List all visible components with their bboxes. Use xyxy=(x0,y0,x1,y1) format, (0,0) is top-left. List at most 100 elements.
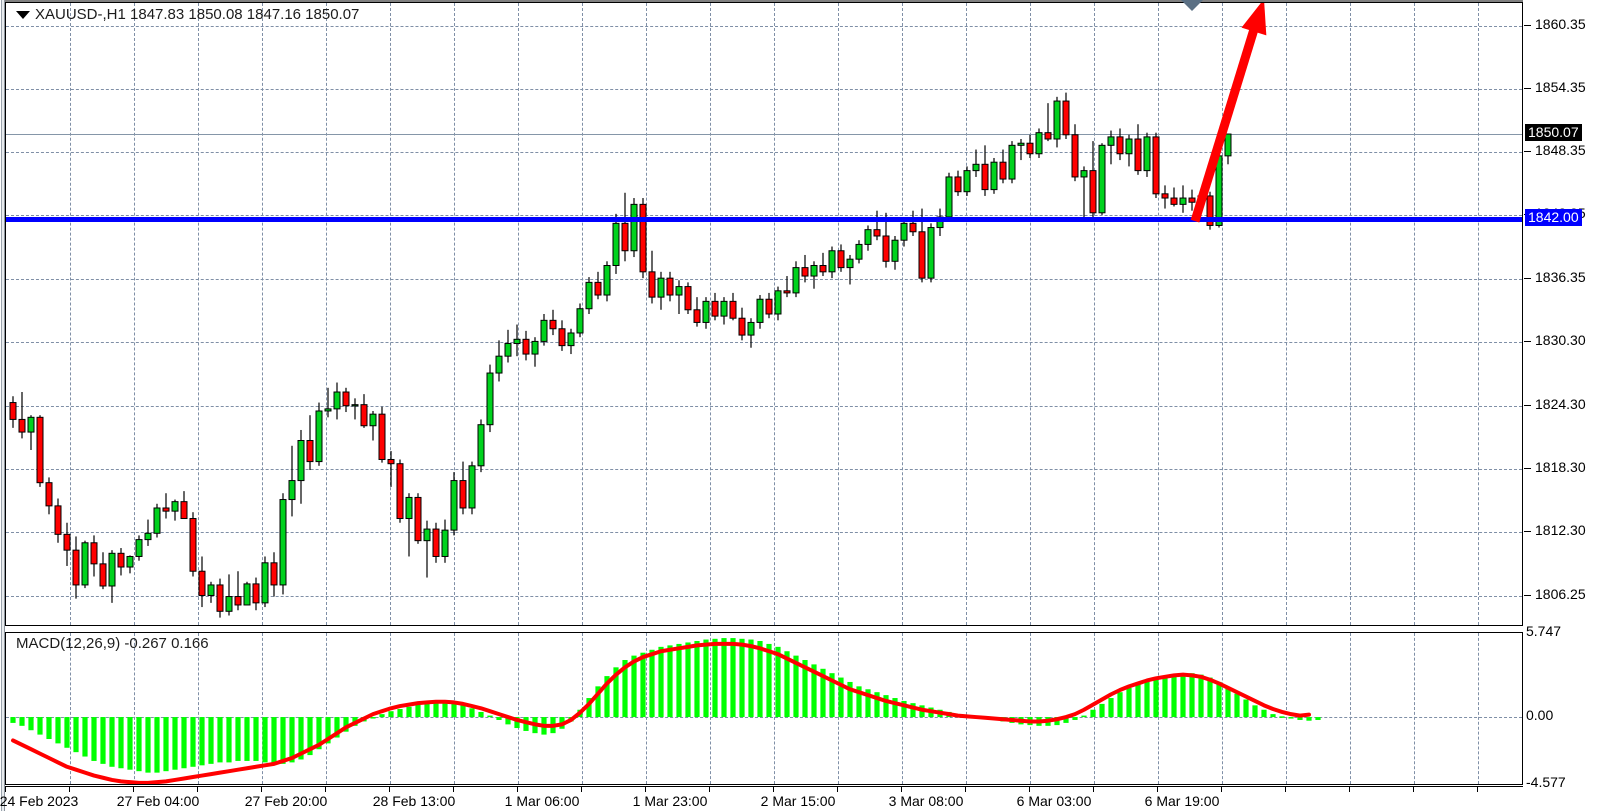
time-tick-mark xyxy=(1157,786,1158,792)
time-tick-mark xyxy=(5,786,6,792)
grid-line-horizontal xyxy=(6,468,1522,470)
time-tick-mark xyxy=(1093,786,1094,792)
macd-panel[interactable]: MACD(12,26,9) -0.267 0.166 xyxy=(5,632,1523,785)
grid-line-vertical xyxy=(966,3,967,625)
grid-line-vertical xyxy=(1414,3,1415,625)
grid-line-vertical xyxy=(966,633,967,784)
grid-line-vertical xyxy=(774,633,775,784)
price-plot-area[interactable] xyxy=(6,3,1522,625)
grid-line-vertical xyxy=(1030,633,1031,784)
grid-line-vertical xyxy=(198,633,199,784)
price-tick-mark xyxy=(1524,404,1531,406)
grid-line-vertical xyxy=(518,633,519,784)
grid-line-vertical xyxy=(1094,3,1095,625)
price-tick-mark xyxy=(1524,277,1531,279)
grid-line-horizontal xyxy=(6,215,1522,217)
grid-line-vertical xyxy=(838,3,839,625)
price-tick-label: 1860.35 xyxy=(1535,15,1586,32)
time-tick-mark xyxy=(133,786,134,792)
price-tick-mark xyxy=(1524,24,1531,26)
price-tick-mark xyxy=(1524,87,1531,89)
grid-line-vertical xyxy=(1222,3,1223,625)
time-tick-mark xyxy=(965,786,966,792)
level-price-badge[interactable]: 1842.00 xyxy=(1525,209,1582,227)
macd-tick-label: 0.00 xyxy=(1526,707,1554,724)
time-tick-label: 3 Mar 08:00 xyxy=(888,793,964,809)
grid-line-horizontal xyxy=(6,152,1522,154)
grid-line-vertical xyxy=(70,633,71,784)
time-tick-mark xyxy=(581,786,582,792)
grid-line-horizontal xyxy=(6,342,1522,344)
grid-line-vertical xyxy=(1478,3,1479,625)
grid-line-vertical xyxy=(134,3,135,625)
price-tick-label: 1848.35 xyxy=(1535,142,1586,159)
candlestick-series xyxy=(9,92,1232,618)
macd-tick-label: -4.577 xyxy=(1526,774,1566,790)
price-panel[interactable]: XAUUSD-,H1 1847.83 1850.08 1847.16 1850.… xyxy=(5,2,1523,626)
time-axis[interactable]: 24 Feb 2023 27 Feb 04:00 27 Feb 20:00 28 Fe… xyxy=(0,786,1523,810)
time-tick-mark xyxy=(1477,786,1478,792)
time-tick-mark xyxy=(517,786,518,792)
grid-line-horizontal xyxy=(6,532,1522,534)
grid-line-horizontal xyxy=(6,25,1522,27)
macd-series xyxy=(10,638,1321,784)
grid-line-vertical xyxy=(710,3,711,625)
time-tick-mark xyxy=(69,786,70,792)
time-tick-mark xyxy=(709,786,710,792)
time-tick-label: 2 Mar 15:00 xyxy=(760,793,836,809)
time-tick-mark xyxy=(1221,786,1222,792)
chart-shift-marker-icon[interactable] xyxy=(1181,0,1203,11)
grid-line-vertical xyxy=(646,3,647,625)
grid-line-vertical xyxy=(262,3,263,625)
price-tick-label: 1854.35 xyxy=(1535,78,1586,95)
time-tick-label: 28 Feb 13:00 xyxy=(372,793,456,809)
grid-line-horizontal xyxy=(6,596,1522,597)
time-tick-mark xyxy=(389,786,390,792)
time-tick-label: 1 Mar 23:00 xyxy=(632,793,708,809)
price-tick-label: 1812.30 xyxy=(1535,522,1586,539)
grid-line-vertical xyxy=(326,633,327,784)
price-tick-label: 1818.30 xyxy=(1535,458,1586,475)
grid-line-vertical xyxy=(1350,633,1351,784)
price-scale[interactable]: 1860.351854.351848.351842.351836.351830.… xyxy=(1524,2,1597,626)
macd-plot-area[interactable] xyxy=(6,633,1522,784)
grid-line-vertical xyxy=(710,633,711,784)
time-tick-label: 24 Feb 2023 xyxy=(0,793,79,809)
time-tick-mark xyxy=(901,786,902,792)
time-tick-label: 27 Feb 20:00 xyxy=(244,793,328,809)
current-price-line xyxy=(6,134,1522,136)
time-tick-mark xyxy=(1029,786,1030,792)
time-tick-mark xyxy=(773,786,774,792)
grid-line-vertical xyxy=(1094,633,1095,784)
time-tick-label: 6 Mar 19:00 xyxy=(1144,793,1220,809)
grid-line-vertical xyxy=(390,3,391,625)
time-tick-mark xyxy=(261,786,262,792)
macd-tick-label: 5.747 xyxy=(1526,623,1562,639)
price-tick-label: 1824.30 xyxy=(1535,395,1586,412)
symbol-header-text: XAUUSD-,H1 1847.83 1850.08 1847.16 1850.… xyxy=(35,6,360,23)
grid-line-horizontal xyxy=(6,88,1522,90)
bullish-arrow[interactable] xyxy=(6,3,1522,625)
price-tick-label: 1836.35 xyxy=(1535,268,1586,285)
grid-line-vertical xyxy=(70,3,71,625)
grid-line-vertical xyxy=(646,633,647,784)
symbol-header: XAUUSD-,H1 1847.83 1850.08 1847.16 1850.… xyxy=(16,6,359,23)
grid-line-vertical xyxy=(326,3,327,625)
grid-line-vertical xyxy=(1158,3,1159,625)
grid-line-horizontal xyxy=(6,278,1522,280)
grid-line-vertical xyxy=(1286,633,1287,784)
grid-line-vertical xyxy=(518,3,519,625)
price-tick-mark xyxy=(1524,467,1531,469)
left-scroll-strip[interactable] xyxy=(0,0,5,811)
grid-line-vertical xyxy=(454,3,455,625)
chart-menu-triangle-icon[interactable] xyxy=(16,11,30,20)
horizontal-level-line-1842[interactable] xyxy=(6,217,1522,223)
grid-line-vertical xyxy=(1286,3,1287,625)
grid-line-vertical xyxy=(198,3,199,625)
time-tick-label: 1 Mar 06:00 xyxy=(504,793,580,809)
grid-line-horizontal xyxy=(6,405,1522,407)
grid-line-vertical xyxy=(1030,3,1031,625)
time-tick-mark xyxy=(1285,786,1286,792)
current-price-badge: 1850.07 xyxy=(1525,124,1582,142)
